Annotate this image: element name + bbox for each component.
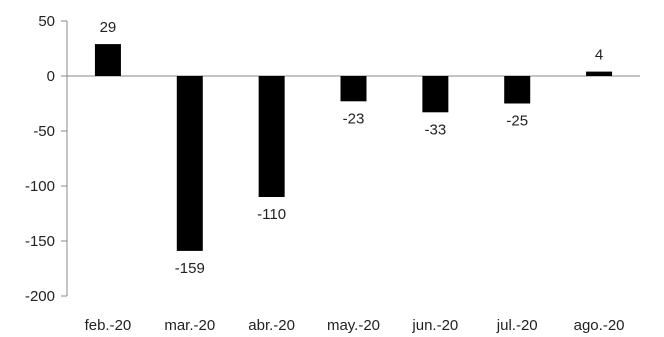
x-category-label: abr.-20 — [248, 317, 295, 334]
y-tick-label: -50 — [33, 123, 55, 140]
data-label-may.-20: -23 — [343, 110, 365, 127]
y-tick-label: 50 — [38, 13, 55, 30]
x-category-label: jun.-20 — [411, 317, 458, 334]
data-label-feb.-20: 29 — [100, 19, 117, 36]
data-label-jun.-20: -33 — [425, 121, 447, 138]
bar-jun.-20 — [422, 76, 449, 113]
data-label-jul.-20: -25 — [506, 113, 528, 130]
y-tick-label: -200 — [25, 288, 55, 305]
y-tick-label: -150 — [25, 233, 55, 250]
y-tick-label: 0 — [47, 68, 55, 85]
data-label-ago.-20: 4 — [595, 47, 603, 64]
x-category-label: jul.-20 — [496, 317, 538, 334]
x-category-label: mar.-20 — [164, 317, 215, 334]
x-category-label: feb.-20 — [85, 317, 132, 334]
bar-jul.-20 — [504, 76, 531, 104]
bar-may.-20 — [340, 76, 367, 102]
bar-ago.-20 — [586, 71, 613, 76]
bar-mar.-20 — [176, 76, 203, 251]
data-label-mar.-20: -159 — [175, 260, 205, 277]
data-label-abr.-20: -110 — [257, 206, 286, 223]
x-category-label: ago.-20 — [574, 317, 625, 334]
bar-abr.-20 — [258, 76, 285, 197]
x-category-label: may.-20 — [327, 317, 380, 334]
y-tick-label: -100 — [25, 178, 55, 195]
bar-feb.-20 — [94, 44, 121, 76]
